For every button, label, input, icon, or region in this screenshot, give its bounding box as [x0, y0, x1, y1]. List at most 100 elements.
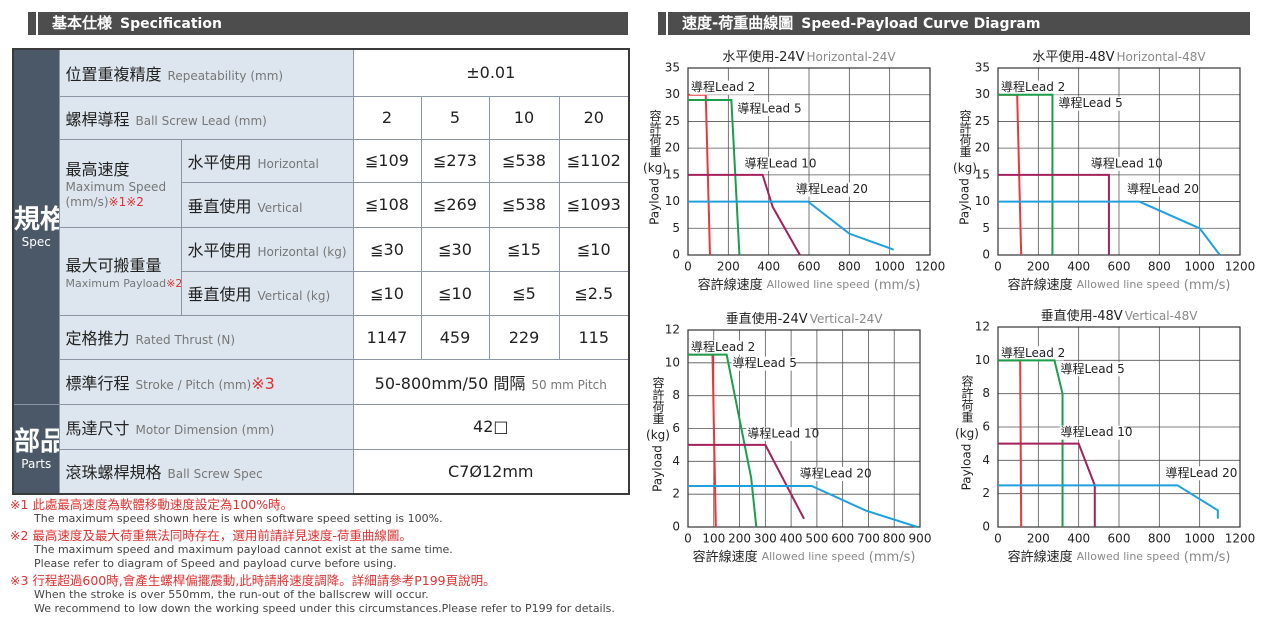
- y-tick-label: 20: [975, 141, 990, 155]
- x-label-zh: 容許線速度: [1008, 549, 1073, 565]
- note-en: The maximum speed and maximum payload ca…: [34, 543, 453, 556]
- value: ≦10: [558, 226, 630, 272]
- x-tick-label: 1200: [1225, 260, 1256, 274]
- series-line: [998, 442, 1096, 527]
- x-label-unit: (mm/s): [1184, 278, 1231, 293]
- series-label: 導程Lead 5: [733, 355, 797, 370]
- x-label-zh: 容許線速度: [698, 277, 763, 293]
- value: ≦15: [488, 226, 560, 272]
- note: ※1 此處最高速度為軟體移動速度設定為100%時。 The maximum spe…: [10, 498, 615, 526]
- y-label-zh: 容許荷重: [651, 375, 665, 424]
- title-zh: 垂直使用-48V: [1041, 308, 1123, 324]
- x-tick-label: 0: [684, 532, 692, 546]
- label-zh: 定格推力: [65, 329, 130, 348]
- y-label-unit: (kg): [955, 427, 979, 441]
- x-tick-label: 600: [1108, 532, 1131, 546]
- series-label-bg: [1059, 425, 1124, 440]
- series-label-bg: [1000, 346, 1064, 361]
- x-tick-label: 700: [857, 532, 880, 546]
- y-tick-label: 8: [982, 386, 990, 400]
- y-tick-label: 5: [672, 221, 680, 235]
- series-line: [998, 173, 1110, 255]
- label-en-text: Maximum Payload: [65, 276, 167, 290]
- title-en: Horizontal-48V: [1117, 50, 1207, 64]
- label: 位置重複精度 Repeatability (mm): [58, 48, 354, 97]
- series-line: [688, 353, 758, 528]
- x-label: 容許線速度 Allowed line speed (mm/s): [1008, 277, 1231, 293]
- x-label-zh: 容許線速度: [1008, 277, 1073, 293]
- title-en: Vertical-24V: [810, 312, 884, 326]
- chart-title: 垂直使用-24V Vertical-24V: [726, 311, 884, 327]
- label: 標準行程 Stroke / Pitch (mm)※3: [58, 358, 354, 405]
- label: 最高速度 Maximum Speed (mm/s)※1※2: [58, 138, 182, 228]
- header-zh: 基本仕様: [52, 14, 113, 32]
- note: ※3 行程超過600時,會產生螺桿偏擺震動,此時請將速度調降。詳細請參考P199…: [10, 574, 615, 616]
- label: 水平使用 Horizontal (kg): [180, 226, 354, 272]
- series-line: [688, 353, 717, 528]
- label-zh: 最高速度: [65, 160, 130, 179]
- value: 20: [558, 95, 630, 140]
- spec-table: 規格Spec 位置重複精度 Repeatability (mm) ±0.01 螺桿…: [12, 48, 631, 495]
- x-tick-label: 600: [798, 260, 821, 274]
- y-tick-label: 8: [672, 388, 680, 402]
- y-label-unit: (kg): [643, 161, 667, 175]
- label-en: Motor Dimension (mm): [135, 422, 275, 437]
- header-en: Speed-Payload Curve Diagram: [801, 16, 1041, 32]
- y-label-en: Payload: [648, 178, 662, 225]
- y-tick-label: 6: [982, 420, 990, 434]
- series-line: [688, 484, 918, 528]
- x-tick-label: 1000: [874, 260, 905, 274]
- y-tick-label: 35: [665, 61, 680, 75]
- y-tick-label: 2: [672, 487, 680, 501]
- x-tick-label: 1000: [1184, 532, 1215, 546]
- series-label: 導程Lead 5: [1060, 361, 1124, 376]
- value: ≦5: [488, 270, 560, 316]
- note-zh: ※2 最高速度及最大荷重無法同時存在，選用前請詳見速度-荷重曲線圖。: [10, 528, 412, 543]
- label-en: Vertical: [257, 200, 303, 215]
- value: ≦538: [488, 181, 560, 228]
- label-zh: 標準行程: [65, 373, 130, 393]
- label-en: Stroke / Pitch (mm): [135, 377, 252, 392]
- label: 定格推力 Rated Thrust (N): [58, 314, 354, 360]
- label-zh: 垂直使用: [187, 285, 252, 304]
- x-tick-label: 400: [1067, 532, 1090, 546]
- y-tick-label: 0: [672, 520, 680, 534]
- label-en: Vertical (kg): [257, 289, 331, 303]
- note-zh: ※1 此處最高速度為軟體移動速度設定為100%時。: [10, 497, 294, 512]
- y-tick-label: 20: [665, 141, 680, 155]
- series-line: [688, 173, 801, 256]
- label-zh: 水平使用: [187, 241, 252, 260]
- series-label: 導程Lead 5: [737, 101, 801, 116]
- value: 5: [420, 95, 490, 140]
- label: 滾珠螺桿規格 Ball Screw Spec: [58, 448, 354, 495]
- group-zh: 規格: [14, 204, 58, 235]
- x-tick-label: 400: [780, 532, 803, 546]
- series-label-bg: [746, 426, 811, 441]
- title-zh: 水平使用-24V: [722, 49, 804, 65]
- x-tick-label: 500: [805, 532, 828, 546]
- x-tick-label: 600: [1108, 260, 1131, 274]
- y-tick-label: 15: [665, 167, 680, 181]
- series-label: 導程Lead 20: [1165, 465, 1237, 480]
- plot-frame: [997, 326, 1241, 528]
- group-zh: 部品: [14, 426, 58, 457]
- value: 50-800mm/50 間隔 50 mm Pitch: [352, 358, 630, 405]
- y-tick-label: 10: [665, 355, 680, 369]
- curve-header: 速度-荷重曲線圖 Speed-Payload Curve Diagram: [658, 12, 1250, 35]
- x-label: 容許線速度 Allowed line speed (mm/s): [693, 549, 916, 565]
- series-label-bg: [1089, 156, 1154, 171]
- title-zh: 垂直使用-24V: [726, 311, 808, 327]
- title-zh: 水平使用-48V: [1032, 49, 1114, 65]
- x-label-en: Allowed line speed: [767, 278, 870, 291]
- x-tick-label: 800: [838, 260, 861, 274]
- group: 規格Spec: [12, 48, 60, 405]
- x-tick-label: 100: [702, 532, 725, 546]
- x-tick-label: 400: [1067, 260, 1090, 274]
- y-tick-label: 30: [665, 87, 680, 101]
- x-tick-label: 200: [717, 260, 740, 274]
- label-en: Ball Screw Lead (mm): [135, 113, 267, 128]
- series-line: [688, 443, 805, 520]
- label-zh: 馬達尺寸: [65, 418, 130, 438]
- series-label: 導程Lead 20: [1127, 181, 1199, 196]
